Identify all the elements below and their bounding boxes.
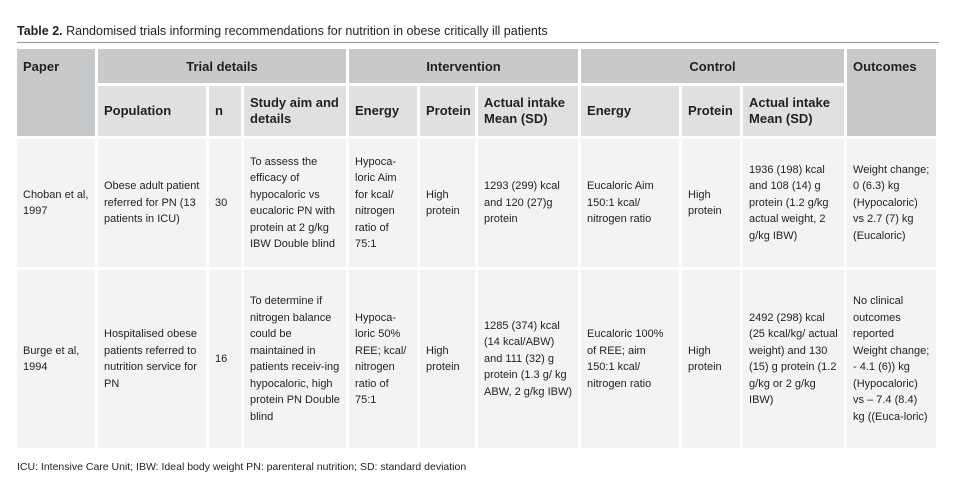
trials-table: Paper Trial details Intervention Control…	[14, 46, 939, 451]
cell-aim: To determine if nitrogen balance could b…	[244, 270, 347, 448]
header-trial-details: Trial details	[98, 49, 347, 83]
cell-n: 30	[209, 139, 241, 267]
cell-population: Hospitalised obese patients referred to …	[98, 270, 206, 448]
cell-outcomes: No clinical outcomes reported Weight cha…	[847, 270, 937, 448]
cell-int-energy: Hypoca-loric 50% REE; kcal/ nitrogen rat…	[349, 270, 418, 448]
header-sub-row: Population n Study aim and details Energ…	[17, 86, 936, 136]
cell-population: Obese adult patient referred for PN (13 …	[98, 139, 206, 267]
header-ctl-actual: Actual intake Mean (SD)	[743, 86, 845, 136]
caption-divider	[17, 42, 939, 43]
cell-ctl-protein: High protein	[682, 270, 741, 448]
header-ctl-energy: Energy	[581, 86, 680, 136]
cell-ctl-actual: 1936 (198) kcal and 108 (14) g protein (…	[743, 139, 845, 267]
cell-int-protein: High protein	[420, 270, 476, 448]
header-population: Population	[98, 86, 206, 136]
cell-ctl-protein: High protein	[682, 139, 741, 267]
table-caption: Table 2. Randomised trials informing rec…	[17, 24, 548, 38]
cell-n: 16	[209, 270, 241, 448]
table-label: Table 2.	[17, 24, 63, 38]
table-row: Burge et al, 1994 Hospitalised obese pat…	[17, 270, 937, 448]
header-group-row: Paper Trial details Intervention Control…	[17, 49, 937, 136]
cell-ctl-actual: 2492 (298) kcal (25 kcal/kg/ actual weig…	[743, 270, 845, 448]
header-n: n	[209, 86, 241, 136]
table-title: Randomised trials informing recommendati…	[66, 24, 548, 38]
table-row: Choban et al, 1997 Obese adult patient r…	[17, 139, 937, 267]
header-int-actual: Actual intake Mean (SD)	[478, 86, 579, 136]
header-paper: Paper	[17, 49, 95, 136]
header-ctl-protein: Protein	[682, 86, 741, 136]
cell-int-actual: 1285 (374) kcal (14 kcal/ABW) and 111 (3…	[478, 270, 579, 448]
header-int-energy: Energy	[349, 86, 418, 136]
header-intervention: Intervention	[349, 49, 579, 83]
header-outcomes: Outcomes	[847, 49, 937, 136]
table-footnote: ICU: Intensive Care Unit; IBW: Ideal bod…	[17, 461, 467, 473]
cell-ctl-energy: Eucaloric Aim 150:1 kcal/ nitrogen ratio	[581, 139, 680, 267]
header-int-protein: Protein	[420, 86, 476, 136]
cell-int-protein: High protein	[420, 139, 476, 267]
header-study-aim: Study aim and details	[244, 86, 347, 136]
cell-paper: Choban et al, 1997	[17, 139, 95, 267]
cell-outcomes: Weight change; 0 (6.3) kg (Hypocaloric) …	[847, 139, 937, 267]
cell-aim: To assess the efficacy of hypocaloric vs…	[244, 139, 347, 267]
cell-int-actual: 1293 (299) kcal and 120 (27)g protein	[478, 139, 579, 267]
cell-ctl-energy: Eucaloric 100% of REE; aim 150:1 kcal/ n…	[581, 270, 680, 448]
cell-int-energy: Hypoca-loric Aim for kcal/ nitrogen rati…	[349, 139, 418, 267]
header-control: Control	[581, 49, 845, 83]
cell-paper: Burge et al, 1994	[17, 270, 95, 448]
